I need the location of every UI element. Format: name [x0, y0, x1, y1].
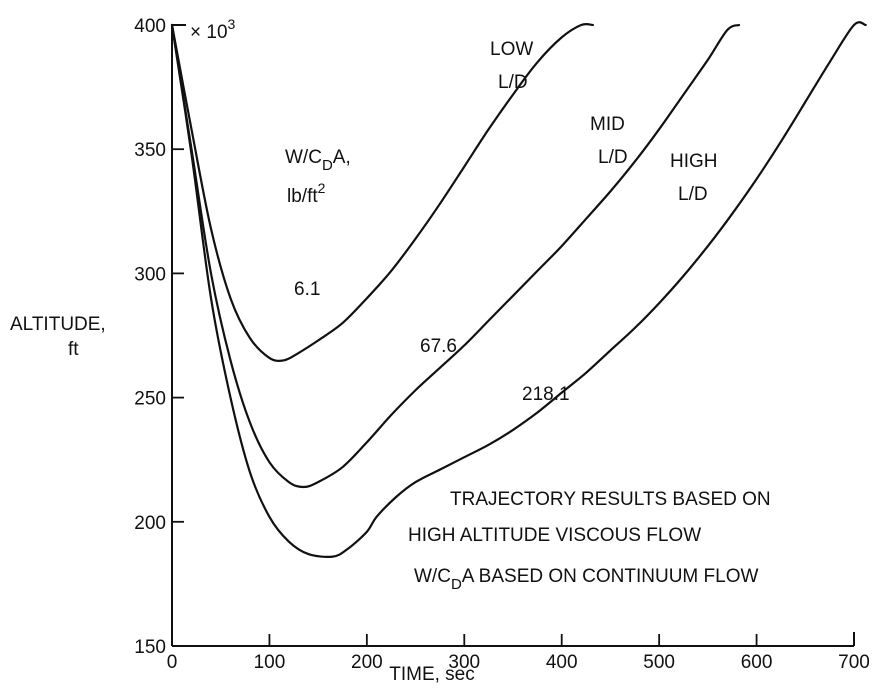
- series-curves: [170, 21, 867, 558]
- y-axis-label-line1: ALTITUDE,: [10, 314, 106, 335]
- y-axis-label-line2: ft: [68, 339, 79, 360]
- x-tick-label: 400: [546, 652, 578, 673]
- series-label-low-line1: LOW: [490, 39, 533, 60]
- y-axis-ticks: 150 200 250 300 350 400: [134, 16, 184, 658]
- note-line3: W/CDA BASED ON CONTINUUM FLOW: [414, 566, 758, 593]
- y-tick-label: 200: [134, 513, 166, 534]
- note-line1: TRAJECTORY RESULTS BASED ON: [450, 489, 771, 510]
- value-label-high: 218.1: [522, 384, 570, 405]
- y-tick-label: 400: [134, 16, 166, 37]
- y-multiplier: × 103: [190, 16, 236, 43]
- x-tick-label: 700: [838, 652, 870, 673]
- series-label-high-line2: L/D: [678, 184, 708, 205]
- series-label-low-line2: L/D: [498, 72, 528, 93]
- x-axis-label: TIME, sec: [389, 664, 475, 685]
- plot-frame: [171, 24, 855, 647]
- y-tick-label: 350: [134, 140, 166, 161]
- param-label-line1: W/CDA,: [285, 147, 351, 174]
- x-tick-label: 200: [351, 652, 383, 673]
- y-tick-label: 150: [134, 637, 166, 658]
- x-tick-label: 500: [643, 652, 675, 673]
- x-tick-label: 300: [448, 652, 480, 673]
- y-multiplier-exponent: 3: [228, 16, 236, 32]
- value-label-low: 6.1: [294, 279, 320, 300]
- series-label-mid-line1: MID: [590, 114, 625, 135]
- value-label-mid: 67.6: [420, 336, 457, 357]
- series-label-high-line1: HIGH: [670, 151, 718, 172]
- y-tick-label: 250: [134, 389, 166, 410]
- x-tick-label: 600: [741, 652, 773, 673]
- series-line-mid: [170, 23, 741, 489]
- x-axis-ticks: 0 100 200 300 400 500 600 700: [167, 634, 870, 673]
- y-tick-label: 300: [134, 264, 166, 285]
- x-tick-label: 100: [254, 652, 286, 673]
- series-line-high: [170, 21, 867, 558]
- series-label-mid-line2: L/D: [598, 147, 628, 168]
- param-label-line2: lb/ft2: [287, 180, 326, 207]
- x-tick-label: 0: [167, 652, 178, 673]
- series-line-low: [170, 22, 594, 363]
- note-line2: HIGH ALTITUDE VISCOUS FLOW: [408, 525, 701, 546]
